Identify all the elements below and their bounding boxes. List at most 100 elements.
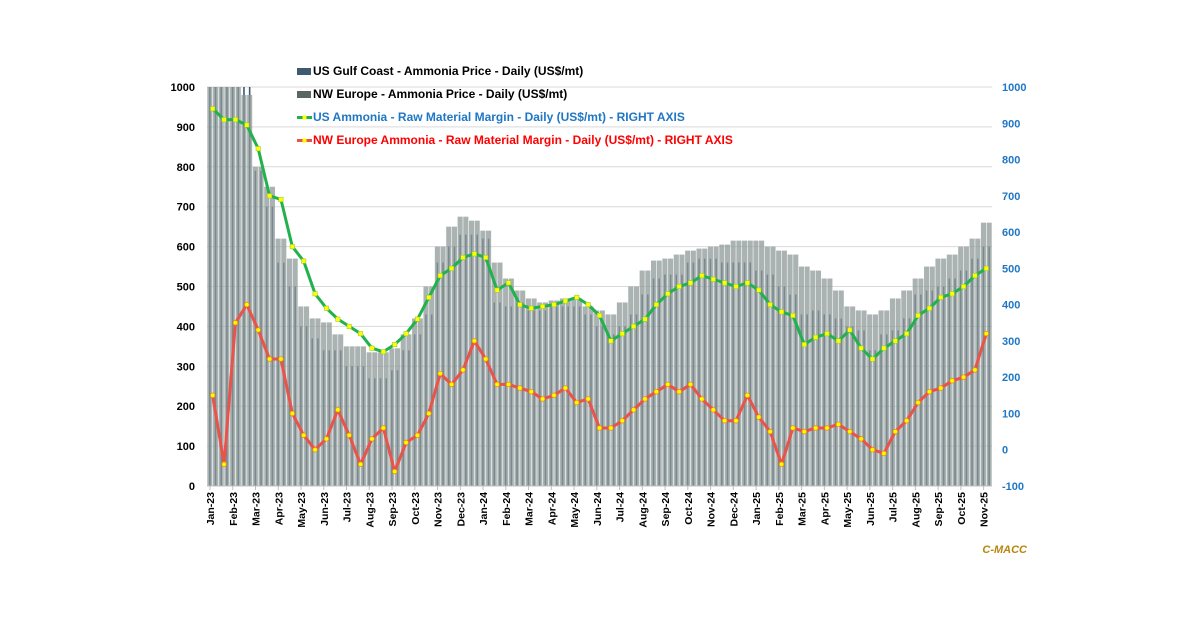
x-axis-tick: Jun-24 — [592, 492, 604, 526]
legend-swatch — [297, 68, 311, 75]
nw-europe-price-bar — [736, 240, 742, 486]
left-axis: 0 100 200 300 400 500 600 700 800 900 1000 — [171, 82, 195, 493]
us-margin-point — [483, 254, 489, 260]
nwe-margin-point — [608, 425, 614, 431]
nw-europe-price-bar — [412, 318, 418, 486]
left-axis-tick: 800 — [177, 162, 195, 174]
us-margin-point — [744, 280, 750, 286]
nwe-margin-point — [392, 468, 398, 475]
x-axis-tick: Jun-25 — [865, 492, 877, 526]
nwe-margin-point — [494, 381, 500, 388]
nw-europe-price-bar — [850, 306, 856, 486]
nw-europe-price-bar — [855, 310, 861, 486]
nw-europe-price-bar — [269, 186, 275, 486]
nw-europe-price-bar — [895, 298, 901, 486]
nw-europe-price-bar — [867, 314, 873, 486]
nw-europe-price-bar — [747, 240, 753, 486]
nw-europe-price-bar — [650, 260, 657, 486]
left-axis-tick: 300 — [177, 361, 195, 373]
nwe-margin-point — [460, 367, 466, 373]
nw-europe-price-bar — [889, 298, 895, 486]
nw-europe-price-bar — [713, 246, 719, 486]
nwe-margin-point — [539, 396, 546, 402]
nw-europe-price-bar — [480, 230, 486, 486]
nw-europe-price-bar — [963, 246, 969, 486]
nw-europe-price-bar — [286, 258, 293, 486]
nwe-margin-point — [926, 388, 933, 395]
nwe-margin-point — [960, 374, 967, 380]
nwe-margin-point — [938, 385, 944, 391]
nwe-margin-point — [744, 392, 751, 399]
x-axis-tick: Jan-24 — [478, 492, 490, 525]
nwe-margin-point — [357, 461, 364, 467]
us-margin-point — [255, 146, 261, 152]
nw-europe-price-bar — [730, 240, 736, 486]
nwe-margin-point — [778, 461, 785, 467]
us-margin-point — [551, 302, 557, 308]
us-margin-point — [517, 302, 523, 308]
nw-europe-price-bar — [343, 346, 349, 486]
legend-marker — [302, 115, 307, 120]
nw-europe-price-bar — [577, 298, 583, 486]
nw-europe-price-bar — [241, 94, 247, 486]
nw-europe-price-bar — [582, 306, 588, 486]
nwe-margin-point — [278, 356, 284, 362]
right-axis-tick: 100 — [1002, 408, 1020, 420]
nw-europe-price-bar — [537, 302, 543, 486]
nwe-margin-point — [812, 425, 819, 431]
x-axis-tick: Jan-23 — [205, 492, 217, 525]
nw-europe-price-bar — [861, 310, 867, 486]
us-margin-point — [289, 244, 295, 250]
us-margin-point — [972, 273, 978, 279]
nw-europe-price-bar — [304, 306, 310, 486]
nw-europe-price-bar — [798, 266, 804, 486]
us-margin-point — [221, 117, 227, 123]
us-margin-point — [494, 287, 500, 293]
x-axis-tick: Apr-25 — [819, 492, 831, 525]
nwe-margin-point — [835, 421, 842, 428]
nw-europe-price-bar — [429, 286, 435, 486]
nw-europe-price-bar — [668, 258, 674, 486]
nwe-margin-point — [232, 320, 239, 326]
us-margin-point — [346, 323, 352, 329]
nw-europe-price-bar — [884, 310, 890, 486]
us-margin-point — [426, 294, 432, 300]
us-margin-point — [471, 251, 477, 257]
nwe-margin-point — [369, 436, 375, 442]
nw-europe-price-bar — [633, 286, 640, 486]
nw-europe-price-bar — [622, 302, 628, 486]
us-margin-point — [505, 280, 511, 286]
x-axis-tick: Feb-25 — [774, 492, 786, 526]
nw-europe-price-bar — [844, 306, 850, 486]
nw-europe-price-bar — [616, 302, 622, 486]
nw-europe-price-bar — [383, 352, 389, 486]
nwe-margin-point — [881, 450, 887, 457]
x-axis-tick: Dec-23 — [455, 492, 467, 527]
us-margin-point — [665, 291, 671, 297]
legend-item: US Gulf Coast - Ammonia Price - Daily (U… — [297, 64, 583, 78]
right-axis-tick: 0 — [1002, 445, 1008, 457]
nwe-margin-point — [335, 407, 341, 413]
nw-europe-price-bar — [764, 246, 770, 486]
nwe-margin-point — [824, 425, 830, 431]
us-margin-point — [301, 258, 307, 264]
us-margin-point — [722, 280, 728, 286]
nwe-margin-point — [630, 407, 637, 413]
nw-europe-price-bar — [690, 250, 696, 486]
nwe-margin-point — [209, 392, 216, 399]
nw-europe-price-bar — [457, 216, 463, 487]
left-axis-tick: 700 — [177, 202, 195, 214]
nw-europe-price-bar — [793, 254, 799, 486]
nw-europe-price-bar — [821, 278, 827, 486]
nwe-margin-point — [676, 388, 682, 395]
right-axis: -100 0 100 200 300 400 500 600 700 800 900 1000 — [1002, 82, 1026, 493]
nwe-margin-point — [562, 385, 569, 391]
nw-europe-price-bar — [980, 222, 987, 486]
nw-europe-price-bar — [810, 270, 816, 486]
left-axis-tick: 0 — [189, 481, 195, 493]
nwe-margin-point — [847, 428, 853, 435]
us-margin-point — [733, 283, 739, 289]
nwe-margin-point — [892, 428, 898, 435]
legend-swatch — [297, 91, 311, 98]
us-margin-point — [403, 331, 409, 337]
